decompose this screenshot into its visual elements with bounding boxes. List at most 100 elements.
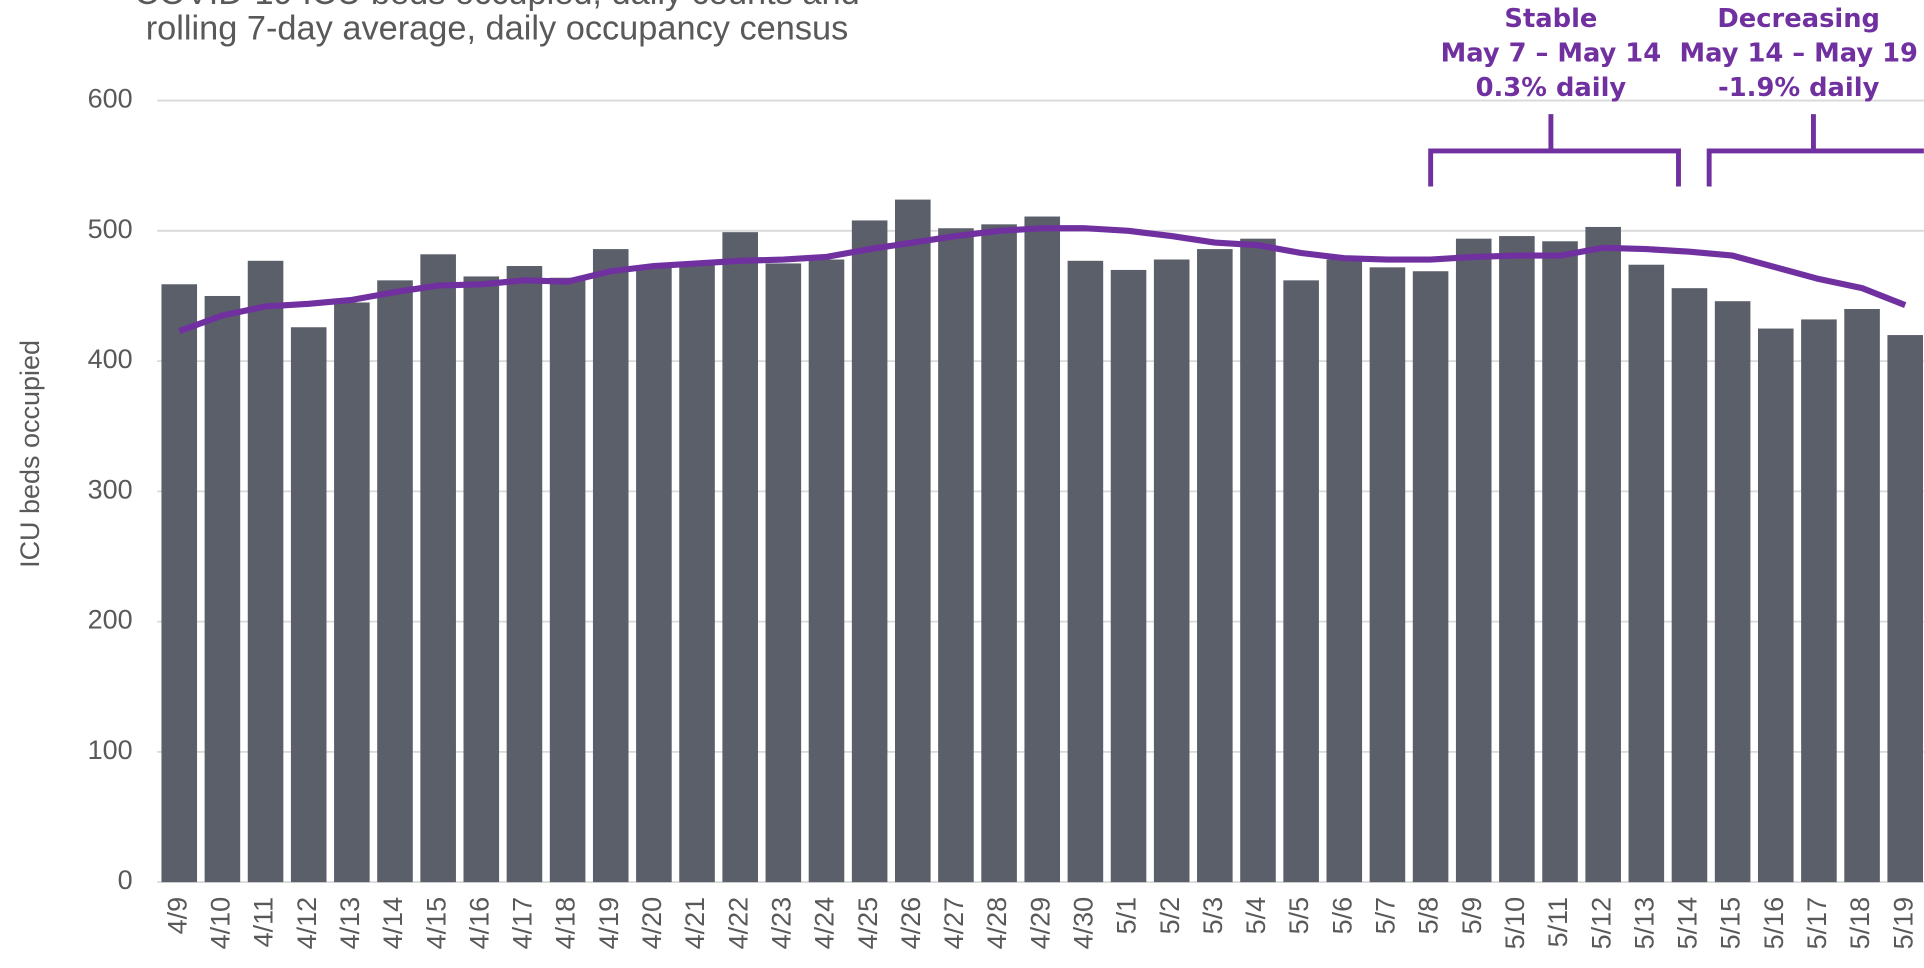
x-tick-label: 5/4 xyxy=(1241,897,1271,935)
y-tick-label: 200 xyxy=(88,605,133,635)
bar xyxy=(1024,216,1061,883)
bar xyxy=(1283,280,1319,883)
line xyxy=(178,225,1907,335)
x-tick-label: 4/9 xyxy=(162,897,192,935)
bar xyxy=(463,276,500,883)
x-tick-label: 5/2 xyxy=(1155,897,1185,935)
bar xyxy=(765,263,802,883)
bar xyxy=(334,302,370,883)
x-tick-label: 5/6 xyxy=(1327,897,1357,935)
bar xyxy=(247,260,284,883)
bar xyxy=(1585,226,1621,883)
x-tick-label: 5/3 xyxy=(1198,897,1228,935)
x-tick-label: 5/8 xyxy=(1414,897,1444,935)
bar xyxy=(895,199,931,883)
y-axis-label: ICU beds occupied xyxy=(15,340,45,568)
x-tick-label: 4/23 xyxy=(766,897,796,950)
x-tick-label: 4/14 xyxy=(378,897,408,950)
bracket xyxy=(1428,114,1681,187)
x-tick-label: 4/28 xyxy=(982,897,1012,950)
bar xyxy=(1801,319,1837,883)
x-tick-label: 4/20 xyxy=(637,897,667,950)
x-tick-label: 5/12 xyxy=(1586,897,1616,950)
bar xyxy=(1326,259,1363,883)
annotation: -1.9% daily xyxy=(1718,73,1880,103)
annotation: May 14 – May 19 xyxy=(1680,38,1918,68)
x-tick-label: 4/30 xyxy=(1069,897,1099,950)
bar xyxy=(290,327,327,883)
x-tick-label: 4/18 xyxy=(551,897,581,950)
bar xyxy=(1542,241,1578,883)
annotation: Stable xyxy=(1504,4,1597,34)
bar xyxy=(1412,271,1449,883)
annotation: May 7 – May 14 xyxy=(1441,38,1661,68)
x-tick-label: 5/17 xyxy=(1802,897,1832,950)
bar xyxy=(161,284,198,883)
x-tick-label: 4/12 xyxy=(292,897,322,950)
bar xyxy=(1714,301,1751,883)
x-tick-label: 4/24 xyxy=(810,897,840,950)
bar xyxy=(1153,259,1190,883)
x-tick-label: 5/10 xyxy=(1500,897,1530,950)
bar xyxy=(938,228,974,883)
x-tick-label: 4/15 xyxy=(421,897,451,950)
bar xyxy=(636,267,672,883)
bar xyxy=(679,264,715,883)
bar xyxy=(1369,267,1406,883)
bar xyxy=(1455,238,1492,883)
bar xyxy=(204,295,241,883)
annotation: Decreasing xyxy=(1717,4,1880,34)
x-tick-label: 5/18 xyxy=(1845,897,1875,950)
y-tick-label: 600 xyxy=(88,84,133,114)
x-tick-label: 4/21 xyxy=(680,897,710,950)
bar xyxy=(506,266,543,883)
x-tick-label: 4/26 xyxy=(896,897,926,950)
x-tick-label: 4/10 xyxy=(206,897,236,950)
x-tick-label: 5/19 xyxy=(1888,897,1918,950)
y-tick-label: 100 xyxy=(88,735,133,765)
bar xyxy=(1844,309,1880,883)
bar xyxy=(1628,264,1665,883)
bar xyxy=(549,277,586,883)
x-tick-label: 4/29 xyxy=(1025,897,1055,950)
bar xyxy=(1110,269,1147,883)
bracket xyxy=(1706,114,1924,187)
y-tick-label: 500 xyxy=(88,214,133,244)
x-tick-label: 4/25 xyxy=(853,897,883,950)
x-tick-label: 4/13 xyxy=(335,897,365,950)
bar xyxy=(981,224,1017,883)
bar xyxy=(1240,238,1276,883)
y-tick-label: 400 xyxy=(88,344,133,374)
annotation: 0.3% daily xyxy=(1476,73,1627,103)
x-tick-label: 5/9 xyxy=(1457,897,1487,935)
x-tick-label: 5/13 xyxy=(1629,897,1659,950)
bar xyxy=(808,259,845,883)
bar xyxy=(592,249,629,883)
bar xyxy=(1499,236,1535,883)
x-tick-label: 5/14 xyxy=(1673,897,1703,950)
x-tick-label: 5/7 xyxy=(1371,897,1401,935)
x-tick-label: 5/15 xyxy=(1716,897,1746,950)
bar xyxy=(1671,288,1708,883)
bar xyxy=(722,232,758,883)
bar xyxy=(1757,328,1794,883)
x-tick-label: 4/19 xyxy=(594,897,624,950)
x-tick-label: 4/17 xyxy=(508,897,538,950)
x-tick-label: 5/16 xyxy=(1759,897,1789,950)
x-tick-label: 4/27 xyxy=(939,897,969,950)
x-tick-label: 5/5 xyxy=(1284,897,1314,935)
bar xyxy=(1067,260,1104,883)
bar xyxy=(851,220,888,883)
x-tick-label: 4/16 xyxy=(464,897,494,950)
chart-title: COVID-19 ICU beds occupied, daily counts… xyxy=(134,0,859,12)
y-tick-label: 300 xyxy=(88,474,133,504)
bar xyxy=(377,280,413,883)
x-tick-label: 4/22 xyxy=(723,897,753,950)
chart-subtitle: rolling 7-day average, daily occupancy c… xyxy=(146,10,849,48)
bar xyxy=(1887,335,1924,883)
bar xyxy=(420,254,456,883)
x-tick-label: 4/11 xyxy=(249,897,279,948)
x-tick-label: 5/1 xyxy=(1112,897,1142,935)
bar xyxy=(1197,249,1233,883)
